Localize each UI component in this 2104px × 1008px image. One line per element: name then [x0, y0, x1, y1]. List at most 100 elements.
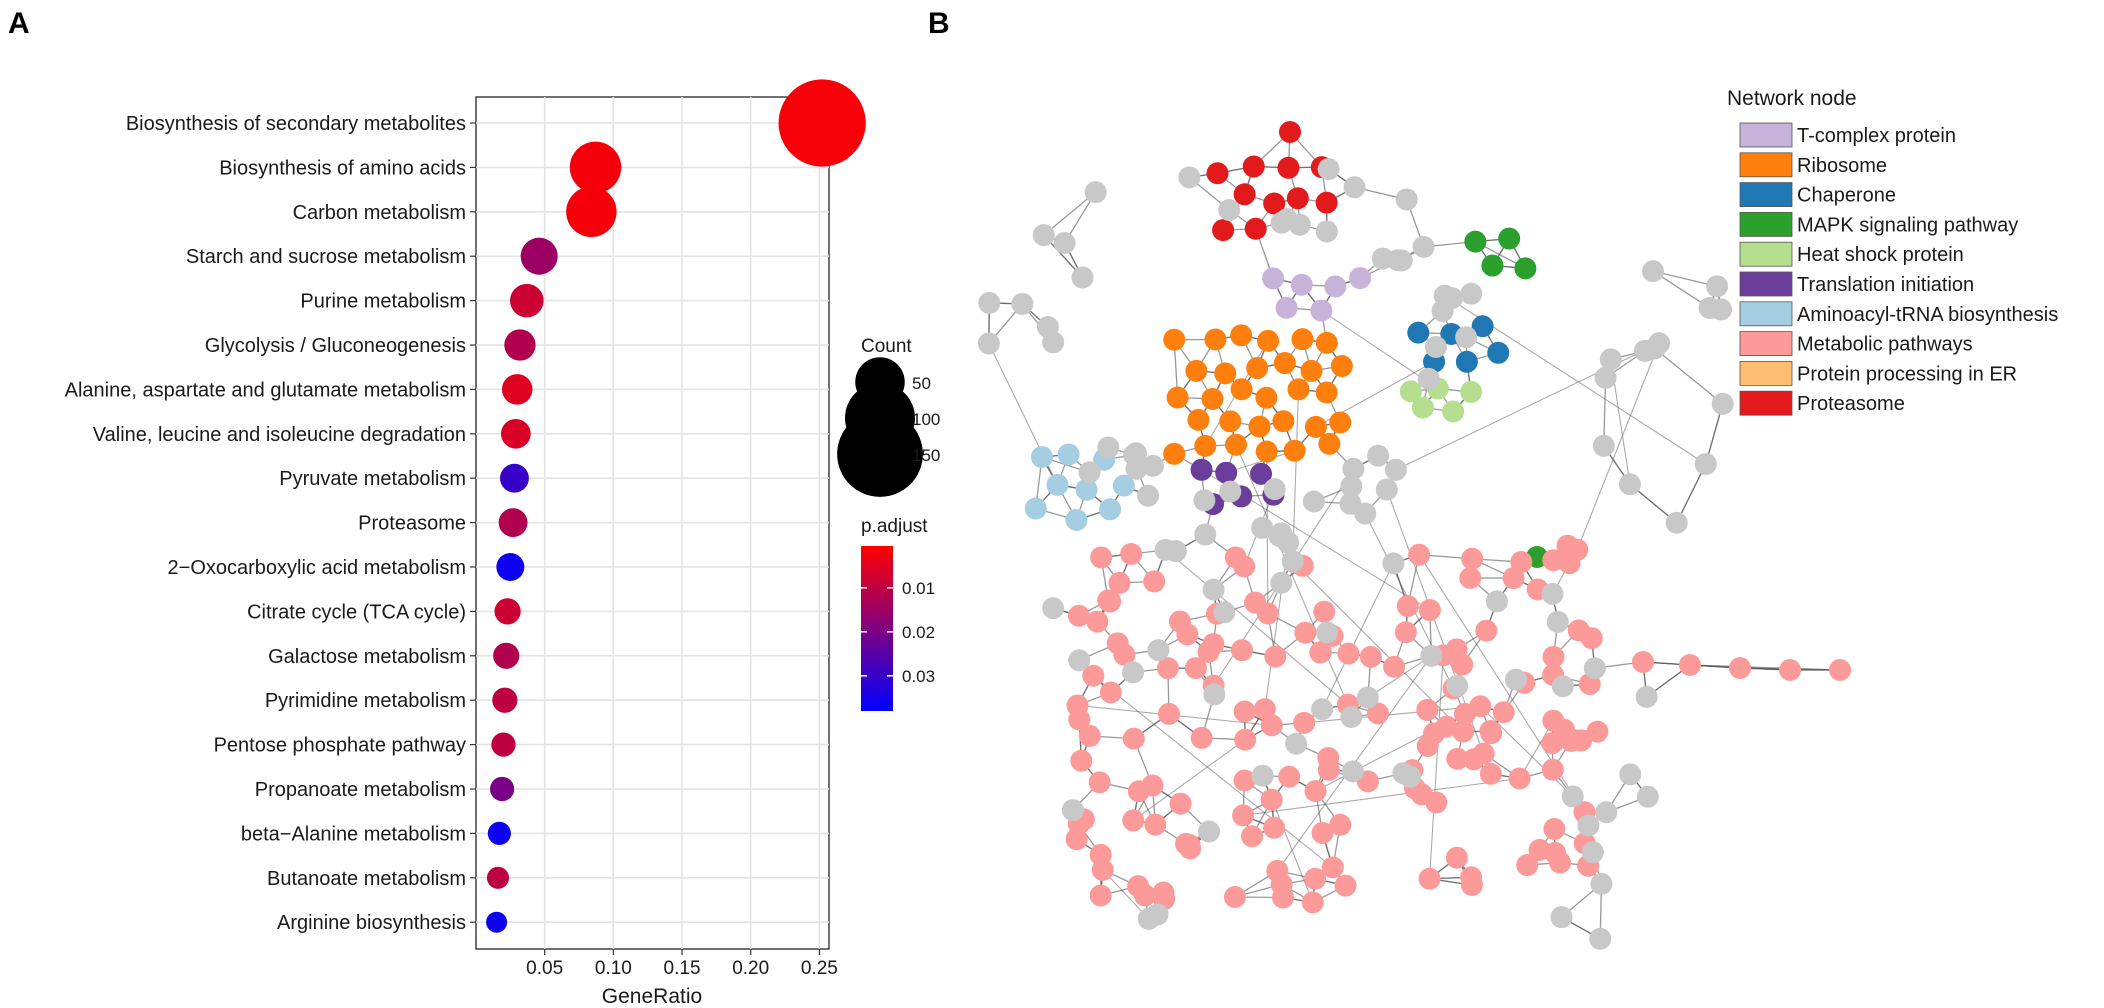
y-tick-label: Valine, leucine and isoleucine degradati… [93, 424, 466, 446]
network-node-metabolic-pathways [1452, 720, 1475, 743]
network-node-ribosome [1272, 410, 1295, 433]
network-node-metabolic-pathways [1679, 654, 1701, 676]
legend-swatch-aminoacyl-trna-biosynthesis [1739, 301, 1793, 327]
network-node-other [1412, 235, 1435, 258]
network-node-other [1592, 434, 1615, 457]
network-node-metabolic-pathways [1120, 543, 1143, 566]
network-node-other [1635, 685, 1658, 708]
network-node-other [1011, 292, 1034, 315]
network-node-other [1551, 675, 1574, 698]
y-tick-label: Biosynthesis of secondary metabolites [126, 113, 466, 135]
network-node-other [1433, 284, 1456, 307]
network-edge [1367, 655, 1432, 699]
legend-swatch-heat-shock-protein [1739, 241, 1793, 267]
network-node-aminoacyl-trna-biosynthesis [1046, 473, 1069, 496]
data-point-valine-leucine-and-isoleucine-degradation [500, 418, 531, 449]
network-node-ribosome [1185, 359, 1208, 382]
network-node-proteasome [1277, 156, 1300, 179]
network-node-other [1375, 478, 1398, 501]
legend-swatch-chaperone [1739, 182, 1793, 208]
network-node-metabolic-pathways [1451, 653, 1474, 676]
network-node-ribosome [1329, 411, 1352, 434]
y-tick-label: Butanoate metabolism [267, 868, 466, 890]
network-edge [1165, 549, 1349, 706]
network-node-other [1619, 763, 1642, 786]
network-node-metabolic-pathways [1233, 769, 1256, 792]
network-node-metabolic-pathways [1263, 816, 1286, 839]
network-node-ribosome [1287, 378, 1310, 401]
data-point-starch-and-sucrose-metabolism [520, 237, 558, 275]
network-node-metabolic-pathways [1157, 702, 1180, 725]
data-point-butanoate-metabolism [486, 866, 510, 889]
data-point-biosynthesis-of-amino-acids [569, 141, 622, 194]
network-node-metabolic-pathways [1479, 720, 1502, 743]
network-node-other [1202, 578, 1225, 601]
network-node-proteasome [1315, 191, 1338, 214]
network-node-other [1053, 232, 1076, 255]
legend-swatch-metabolic-pathways [1739, 331, 1793, 357]
network-node-other [1097, 436, 1120, 459]
network-edge [1689, 664, 1841, 671]
network-node-other [1137, 484, 1160, 507]
network-node-other [1032, 224, 1055, 247]
network-node-ribosome [1166, 386, 1189, 409]
network-node-metabolic-pathways [1156, 657, 1179, 680]
network-node-t-complex-protein [1262, 267, 1285, 290]
network-node-proteasome [1263, 192, 1286, 215]
network-node-other [1302, 490, 1325, 513]
network-node-metabolic-pathways [1313, 600, 1336, 623]
network-node-ribosome [1257, 329, 1280, 352]
network-node-other [1485, 590, 1508, 613]
legend-label-mapk-signaling-pathway: MAPK signaling pathway [1797, 214, 2018, 236]
data-point-biosynthesis-of-secondary-metabolites [778, 79, 866, 167]
y-tick-label: Carbon metabolism [293, 202, 466, 224]
network-node-other [1036, 316, 1059, 339]
network-node-other [977, 332, 1000, 355]
network-node-metabolic-pathways [1586, 720, 1609, 743]
colorbar-tick-label: 0.03 [902, 667, 935, 686]
network-edge [1519, 720, 1554, 779]
network-node-proteasome [1286, 187, 1309, 210]
network-node-metabolic-pathways [1632, 651, 1654, 673]
network-node-metabolic-pathways [1334, 874, 1357, 897]
network-node-metabolic-pathways [1366, 702, 1389, 725]
count-legend-label: 50 [912, 374, 931, 393]
network-node-aminoacyl-trna-biosynthesis [1024, 497, 1047, 520]
network-node-other [1399, 765, 1422, 788]
network-node-metabolic-pathways [1580, 627, 1603, 650]
y-tick-label: Biosynthesis of amino acids [219, 157, 466, 179]
network-node-ribosome [1230, 378, 1253, 401]
network-node-other [1460, 282, 1483, 305]
network-node-ribosome [1300, 359, 1323, 382]
network-edge [1043, 191, 1097, 236]
network-node-aminoacyl-trna-biosynthesis [1099, 498, 1122, 521]
network-node-metabolic-pathways [1544, 841, 1567, 864]
network-node-mapk-signaling-pathway [1481, 254, 1504, 277]
network-node-other [1382, 552, 1405, 575]
network-node-other [1395, 188, 1418, 211]
network-edge [1386, 489, 1492, 775]
y-tick-label: Pyrimidine metabolism [265, 690, 466, 712]
network-node-metabolic-pathways [1462, 748, 1485, 771]
network-node-metabolic-pathways [1418, 599, 1441, 622]
network-node-metabolic-pathways [1329, 813, 1352, 836]
y-tick-label: Glycolysis / Gluconeogenesis [205, 335, 466, 357]
network-node-metabolic-pathways [1067, 604, 1090, 627]
data-point-glycolysis-gluconeogenesis [504, 329, 536, 361]
network-node-metabolic-pathways [1460, 866, 1483, 889]
network-edge [1226, 450, 1295, 474]
network-node-chaperone [1471, 315, 1494, 338]
network-node-other [1446, 674, 1469, 697]
x-axis-title: GeneRatio [602, 985, 702, 1008]
colorbar-tick-label: 0.02 [902, 623, 935, 642]
network-node-metabolic-pathways [1122, 809, 1145, 832]
network-node-other [1599, 348, 1622, 371]
data-point-pyruvate-metabolism [500, 463, 529, 493]
network-node-metabolic-pathways [1304, 867, 1327, 890]
network-node-metabolic-pathways [1301, 891, 1324, 914]
network-node-metabolic-pathways [1070, 749, 1093, 772]
network-node-metabolic-pathways [1266, 859, 1289, 882]
data-point-citrate-cycle-tca-cycle [494, 598, 521, 625]
count-legend-dot [837, 411, 923, 497]
network-node-other [1577, 814, 1600, 837]
